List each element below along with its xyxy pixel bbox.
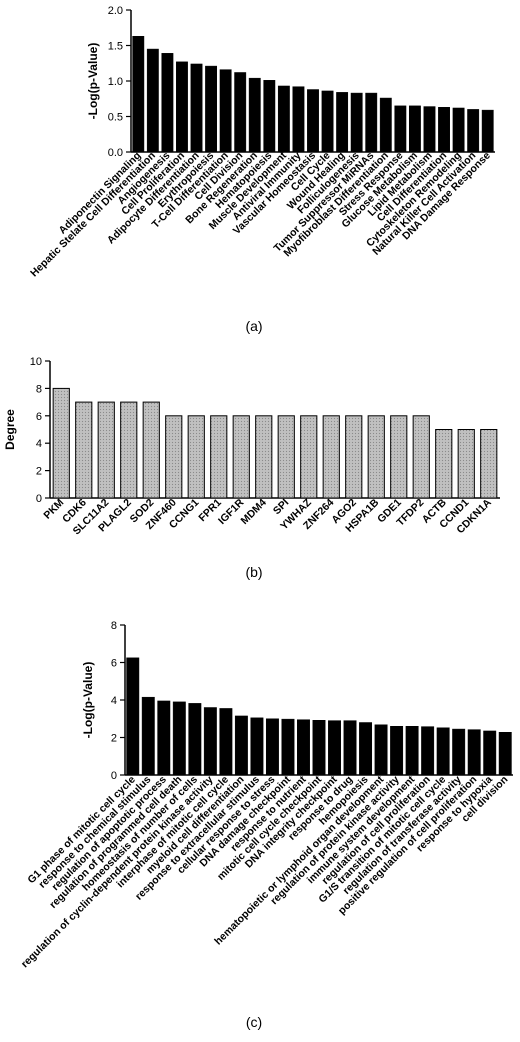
panel-b-bar <box>142 401 160 499</box>
panel-c-bar <box>421 726 435 776</box>
panel-c-y-tick-label: 6 <box>111 658 117 670</box>
panel-a-bar <box>350 92 363 153</box>
panel-a-bar <box>379 97 392 153</box>
panel-c-bar <box>141 696 155 776</box>
panel-a-y-tick-label: 1.0 <box>108 76 123 88</box>
panel-a-bar <box>365 92 378 153</box>
panel-b-bar <box>480 429 498 499</box>
panel-b-bar <box>457 429 475 499</box>
panel-c-bar <box>467 729 481 776</box>
panel-c-bar <box>498 732 512 776</box>
panel-c-bar <box>297 719 310 776</box>
panel-b-y-tick-label: 8 <box>36 383 42 395</box>
panel-a-bar <box>394 105 407 153</box>
panel-c-panel-label: (c) <box>246 1014 262 1030</box>
panel-a-y-tick-label: 0.5 <box>108 112 123 124</box>
panel-a-bar <box>190 63 203 153</box>
panel-a-y-tick-label: 2.0 <box>108 5 123 17</box>
panel-b-bar <box>120 401 138 499</box>
panel-b-y-axis-title: Degree <box>3 409 17 450</box>
panel-a-bar <box>277 85 290 153</box>
panel-b-bar <box>97 401 115 499</box>
panel-c-y-tick-label: 2 <box>111 733 117 745</box>
panel-c-bar <box>172 701 186 776</box>
panel-c-bar <box>265 718 279 776</box>
panel-c-bar <box>328 720 341 776</box>
panel-c-y-tick-label: 8 <box>111 620 117 632</box>
panel-b-bar-chart: 0246810DegreePKMCDK6SLC11A2PLAGL2SOD2ZNF… <box>3 356 500 580</box>
panel-a-panel-label: (a) <box>245 318 262 334</box>
panel-a-bar <box>452 107 465 153</box>
panel-b-y-tick-label: 4 <box>36 438 42 450</box>
panel-a-bar <box>205 65 218 153</box>
panel-a-bar <box>481 109 494 153</box>
panel-b-bar <box>165 415 183 499</box>
panel-b-y-tick-label: 10 <box>30 356 42 368</box>
panel-c-bar <box>452 728 466 776</box>
panel-c-bar <box>157 700 171 776</box>
panel-b-bar <box>187 415 205 499</box>
panel-c-bar <box>203 707 217 776</box>
panel-a-bar <box>132 36 145 153</box>
panel-a-y-tick-label: 1.5 <box>108 41 123 53</box>
panel-c-bar <box>188 703 202 776</box>
panel-b-bar <box>255 415 273 499</box>
panel-b-bar <box>232 415 250 499</box>
panel-a-bar <box>336 92 349 153</box>
panel-c-bar <box>250 717 264 776</box>
panel-b-panel-label: (b) <box>245 564 262 580</box>
panel-a-bar <box>161 53 174 153</box>
panel-a-bar <box>219 69 232 153</box>
panel-a-bar <box>248 77 261 153</box>
panel-b-category-label: MDM4 <box>239 497 269 527</box>
panel-c-bar <box>483 730 497 776</box>
panel-a-bar <box>423 106 436 153</box>
panel-b-bar <box>390 415 408 499</box>
panel-c-bar <box>359 722 373 776</box>
panel-a-bar <box>176 61 188 153</box>
panel-c-y-tick-label: 4 <box>111 695 117 707</box>
panel-c-bar <box>234 715 248 776</box>
panel-a-bar <box>292 86 305 153</box>
panel-b-bar <box>52 387 70 499</box>
panel-b-y-tick-label: 0 <box>36 493 42 505</box>
panel-c-bar <box>343 720 357 776</box>
panel-b-bar <box>300 415 318 499</box>
panel-c-y-tick-label: 0 <box>111 770 117 782</box>
panel-b-bar <box>322 415 340 499</box>
panel-a-bar <box>438 107 450 153</box>
panel-b-bar <box>367 415 385 499</box>
panel-a-bar-chart: 0.00.51.01.52.0-Log(p-Value)Adiponectin … <box>28 5 495 334</box>
panel-a-bar <box>467 109 480 153</box>
panel-b-y-tick-label: 2 <box>36 466 42 478</box>
panel-c-bar <box>374 724 388 776</box>
panel-a-bar <box>263 80 276 153</box>
panel-b-bar <box>435 429 453 499</box>
panel-b-bar <box>345 415 363 499</box>
panel-a-bar <box>234 72 247 153</box>
panel-a-bar <box>146 48 159 153</box>
panel-c-bar <box>281 718 295 776</box>
panel-c-bar <box>436 727 450 776</box>
panel-c-bar <box>126 657 140 776</box>
panel-a-bar <box>307 89 319 153</box>
panel-b-y-tick-label: 6 <box>36 411 42 423</box>
panel-c-bar <box>312 720 326 776</box>
panel-b-bar <box>277 415 295 499</box>
panel-c-y-axis-title: -Log(p-Value) <box>81 662 95 739</box>
panel-c-bar <box>405 726 419 776</box>
panel-c-bar <box>390 726 404 776</box>
panel-a-bar <box>321 90 334 153</box>
panel-c-bar <box>219 708 233 776</box>
panel-b-bar <box>412 415 430 499</box>
panel-a-y-tick-label: 0.0 <box>108 147 123 159</box>
panel-a-bar <box>408 105 421 153</box>
panel-b-bar <box>210 415 228 499</box>
panel-b-bar <box>75 401 93 499</box>
panel-a-y-axis-title: -Log(p-Value) <box>86 43 100 120</box>
